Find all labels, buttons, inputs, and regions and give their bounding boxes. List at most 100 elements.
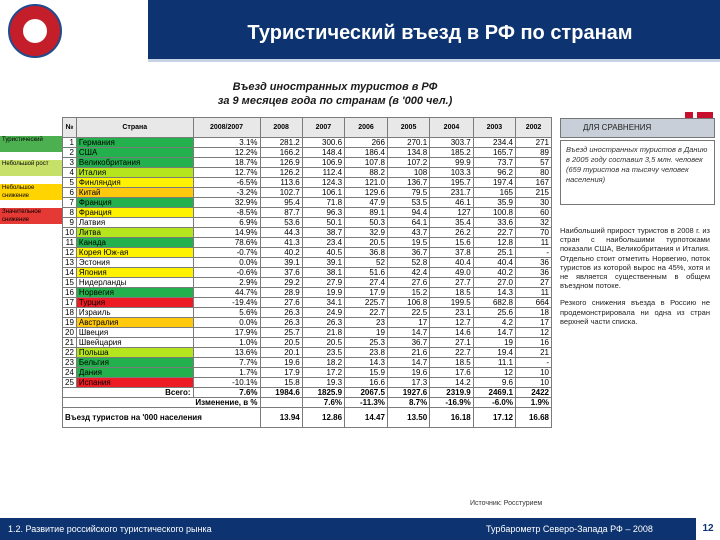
change-cell: 1.7%	[192, 367, 261, 378]
comparison-header: ДЛЯ СРАВНЕНИЯ	[560, 118, 715, 138]
commentary-paragraph: Наибольший прирост туристов в 2008 г. из…	[560, 226, 710, 291]
row-index: 25	[62, 377, 77, 388]
change-cell: 3.1%	[192, 137, 261, 148]
change-cell: 6.9%	[192, 217, 261, 228]
value-cell: 21.6	[386, 347, 431, 358]
row-index: 20	[62, 327, 77, 338]
country-cell: Эстония	[75, 257, 194, 268]
country-cell: Испания	[75, 377, 194, 388]
col-header: 2003	[472, 117, 517, 138]
value-cell: 23.5	[301, 347, 346, 358]
value-cell: 20.1	[259, 347, 303, 358]
value-cell: 270.1	[386, 137, 431, 148]
value-cell: 36.7	[386, 337, 431, 348]
value-cell: 25.1	[472, 247, 517, 258]
table-row: 19 Австралия 0.0% 26.3 26.3 23 17 12.7 4.2 17	[62, 317, 552, 328]
value-cell: 682.8	[472, 297, 517, 308]
value-cell: 21	[515, 347, 552, 358]
row-index: 6	[62, 187, 77, 198]
change-row: Изменение, в % 7.6% -11.3% 8.7% -16.9% -6.0% 1…	[62, 397, 552, 408]
value-cell: 22.7	[472, 227, 517, 238]
per-capita-value: 17.12	[472, 407, 517, 428]
change-cell: 18.7%	[192, 157, 261, 168]
value-cell: 40.2	[472, 267, 517, 278]
table-row: 20 Швеция 17.9% 25.7 21.8 19 14.7 14.6 14.7 12	[62, 327, 552, 338]
value-cell: 41.3	[259, 237, 303, 248]
table-row: 23 Бельгия 7.7% 19.6 18.2 14.3 14.7 18.5 11.1-	[62, 357, 552, 368]
value-cell: 39.1	[301, 257, 346, 268]
value-cell: 14.7	[386, 357, 431, 368]
value-cell: 35.9	[472, 197, 517, 208]
value-cell: 40.4	[429, 257, 474, 268]
change-value: -16.9%	[429, 397, 474, 408]
value-cell: 16	[515, 337, 552, 348]
row-index: 22	[62, 347, 77, 358]
value-cell: 36	[515, 267, 552, 278]
value-cell: 166.2	[259, 147, 303, 158]
value-cell: 113.6	[259, 177, 303, 188]
value-cell: 29.2	[259, 277, 303, 288]
value-cell: 19	[344, 327, 388, 338]
table-row: 5 Финляндия -6.5% 113.6 124.3 121.0 136.7 195.7…	[62, 177, 552, 188]
col-header: 2008/2007	[192, 117, 261, 138]
total-row: Всего: 7.6% 1984.6 1825.9 2067.5 1927.6 2319.9…	[62, 387, 552, 398]
value-cell: 102.7	[259, 187, 303, 198]
per-capita-value: 14.47	[344, 407, 388, 428]
value-cell: 195.7	[429, 177, 474, 188]
value-cell: 46.1	[429, 197, 474, 208]
value-cell: 80	[515, 167, 552, 178]
value-cell: 19.5	[386, 237, 431, 248]
value-cell: 36.7	[386, 247, 431, 258]
per-capita-value: 13.94	[259, 407, 303, 428]
value-cell: 106.9	[301, 157, 346, 168]
value-cell: 89.1	[344, 207, 388, 218]
value-cell: 11	[515, 237, 552, 248]
header: Туристический въезд в РФ по странам	[0, 0, 720, 62]
commentary-paragraph: Резкого снижения въезда в Россию не прод…	[560, 298, 710, 326]
country-cell: Франция	[75, 197, 194, 208]
footer: 1.2. Развитие российского туристического…	[0, 518, 720, 540]
value-cell: 87.7	[259, 207, 303, 218]
row-index: 13	[62, 257, 77, 268]
row-index: 15	[62, 277, 77, 288]
value-cell: 26.3	[259, 307, 303, 318]
table-row: 18 Израиль 5.6% 26.3 24.9 22.7 22.5 23.1 25.6 18	[62, 307, 552, 318]
value-cell: 126.2	[259, 167, 303, 178]
country-cell: Бельгия	[75, 357, 194, 368]
value-cell: 107.2	[386, 157, 431, 168]
row-index: 19	[62, 317, 77, 328]
value-cell: 17.9	[344, 287, 388, 298]
value-cell: 22.7	[429, 347, 474, 358]
value-cell: 106.8	[386, 297, 431, 308]
value-cell: 52	[344, 257, 388, 268]
value-cell: 89	[515, 147, 552, 158]
change-cell: -3.2%	[192, 187, 261, 198]
legend-tabs: Туристический Небольшой рост Небольшое с…	[0, 136, 62, 232]
per-capita-label: Въезд туристов на '000 населения	[62, 407, 261, 428]
value-cell: 71.8	[301, 197, 346, 208]
value-cell: 10	[515, 377, 552, 388]
legend-tab: Небольшое снижение	[0, 184, 62, 200]
value-cell: 17.6	[429, 367, 474, 378]
total-label: Всего:	[62, 387, 194, 398]
country-cell: Швеция	[75, 327, 194, 338]
country-cell: Австралия	[75, 317, 194, 328]
per-capita-row: Въезд туристов на '000 населения 13.94 12.…	[62, 407, 552, 428]
value-cell: 22.7	[344, 307, 388, 318]
value-cell: 95.4	[259, 197, 303, 208]
total-value: 2319.9	[429, 387, 474, 398]
value-cell: 96.3	[301, 207, 346, 218]
row-index: 2	[62, 147, 77, 158]
value-cell: 50.1	[301, 217, 346, 228]
value-cell: 23	[344, 317, 388, 328]
country-cell: Нидерланды	[75, 277, 194, 288]
total-value: 2422	[515, 387, 552, 398]
country-cell: Латвия	[75, 217, 194, 228]
value-cell: 34.1	[301, 297, 346, 308]
change-cell: 0.0%	[192, 257, 261, 268]
value-cell: 14.7	[472, 327, 517, 338]
value-cell: 50.3	[344, 217, 388, 228]
value-cell: 19.9	[301, 287, 346, 298]
value-cell: 20.5	[301, 337, 346, 348]
change-cell: 0.0%	[192, 317, 261, 328]
